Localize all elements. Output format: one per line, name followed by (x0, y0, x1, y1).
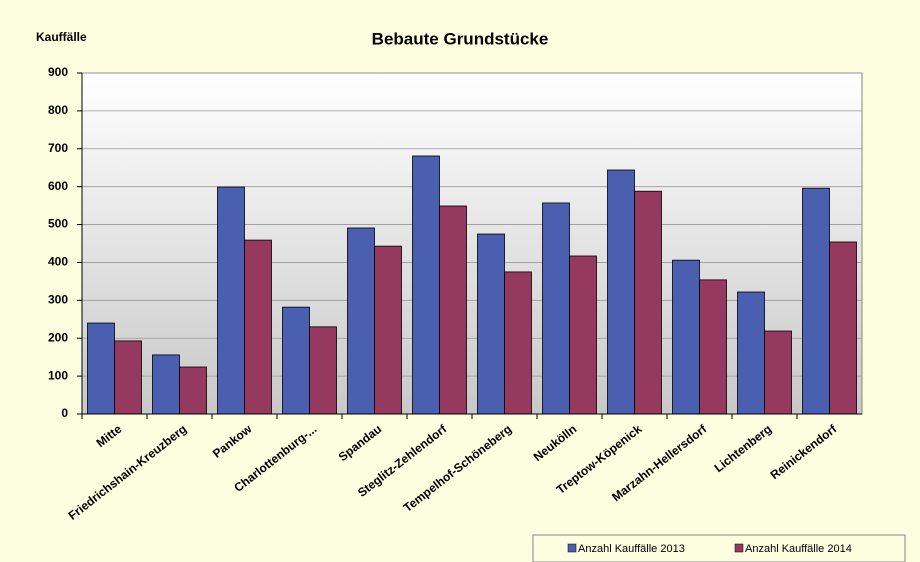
y-tick-label: 300 (48, 293, 68, 307)
bar (374, 245, 402, 415)
bar (607, 169, 635, 415)
bar (347, 227, 375, 415)
bar (244, 239, 272, 415)
y-tick-label: 900 (48, 65, 68, 79)
bar (439, 205, 467, 415)
legend (532, 534, 906, 562)
bar (634, 190, 662, 415)
bar (152, 354, 180, 415)
bar (282, 306, 310, 415)
y-tick-label: 0 (61, 406, 68, 420)
legend-swatch (734, 543, 744, 553)
legend-label: Anzahl Kauffälle 2014 (745, 543, 852, 555)
bar (412, 155, 440, 415)
bar (569, 255, 597, 415)
bar (114, 340, 142, 415)
plot-area (81, 72, 863, 415)
bar (504, 271, 532, 415)
y-tick-label: 800 (48, 103, 68, 117)
chart-title: Bebaute Grundstücke (372, 29, 549, 48)
bar (737, 291, 765, 415)
y-tick-label: 500 (48, 217, 68, 231)
bar (802, 187, 830, 415)
bar (87, 322, 115, 415)
bar (309, 326, 337, 415)
y-axis-label: Kauffälle (36, 30, 87, 44)
bar (179, 366, 207, 415)
bar (672, 259, 700, 415)
legend-swatch (567, 543, 577, 553)
bar (477, 233, 505, 415)
y-tick-label: 200 (48, 330, 68, 344)
y-tick-label: 600 (48, 179, 68, 193)
bar (829, 241, 857, 415)
y-tick-label: 700 (48, 141, 68, 155)
y-tick-label: 100 (48, 368, 68, 382)
y-tick-label: 400 (48, 255, 68, 269)
legend-label: Anzahl Kauffälle 2013 (578, 543, 685, 555)
bar (217, 186, 245, 415)
bar (699, 279, 727, 415)
bar (764, 330, 792, 415)
bar (542, 202, 570, 415)
